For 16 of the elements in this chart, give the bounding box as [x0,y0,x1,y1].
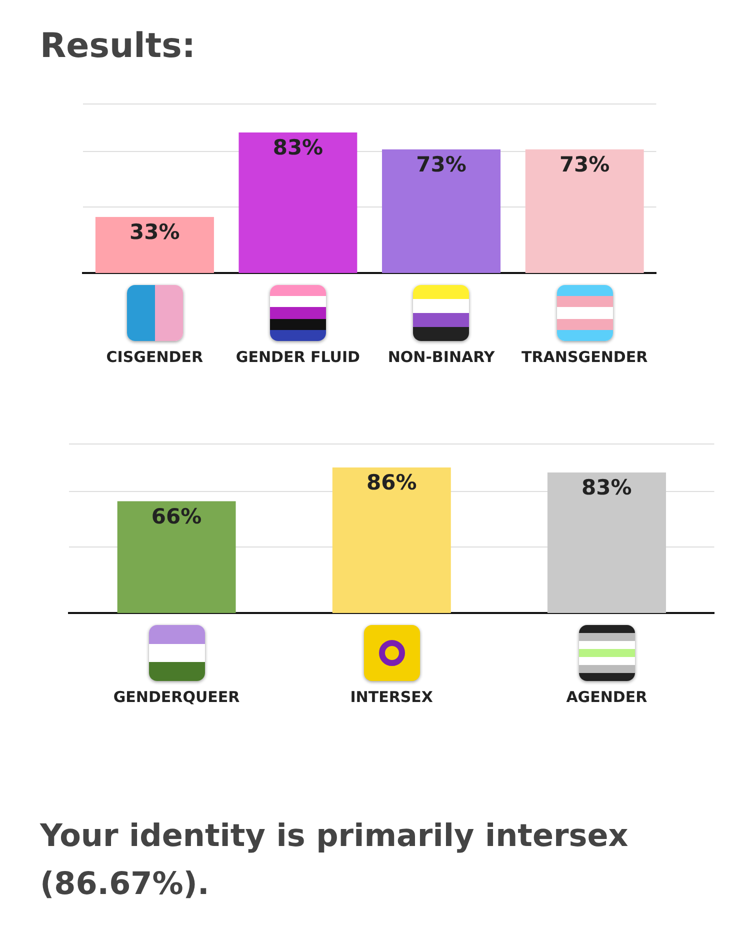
data-label: 86% [366,470,417,495]
text: Your identity is primarily intersex (86.67%). [40,817,630,904]
chart-title: Results: [40,26,196,66]
x-tick-label: TRANSGENDER [522,348,648,366]
data-label: 66% [151,504,202,528]
data-label: 83% [582,476,632,500]
x-tick-label: GENDER FLUID [236,348,360,366]
data-label: 73% [416,152,466,177]
x-tick-label: NON-BINARY [388,348,496,366]
data-label: 33% [130,220,180,244]
x-tick-label: GENDERQUEER [113,688,240,706]
x-tick-label: INTERSEX [350,688,434,706]
data-label: 73% [559,152,610,177]
x-tick-label: AGENDER [566,688,648,706]
x-tick-label: CISGENDER [106,348,204,366]
data-label: 83% [272,136,324,160]
